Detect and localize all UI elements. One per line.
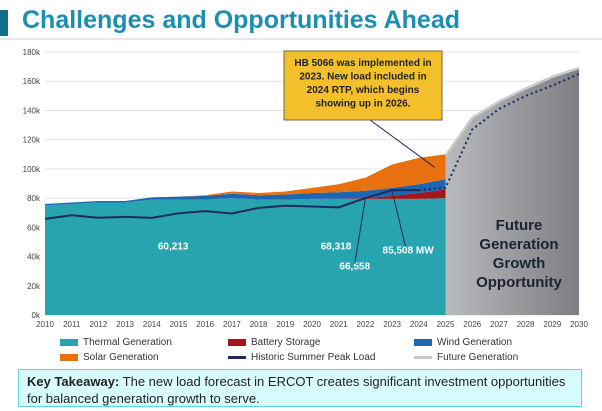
legend-label-thermal: Thermal Generation [83,337,172,348]
data-label: 68,318 [321,241,352,252]
key-takeaway-text: The new load forecast in ERCOT creates s… [27,374,566,406]
callout-text-line: HB 5066 was implemented in [294,58,431,69]
x-tick-label: 2028 [517,320,535,329]
x-tick-label: 2022 [357,320,375,329]
legend-item-thermal: Thermal Generation [60,337,172,348]
x-tick-label: 2023 [383,320,401,329]
x-tick-label: 2014 [143,320,161,329]
future-opportunity-label: Opportunity [476,274,562,291]
x-tick-label: 2017 [223,320,241,329]
legend-item-wind: Wind Generation [414,337,512,348]
series-line-future [444,66,580,157]
y-tick-label: 120k [23,136,41,145]
x-tick-label: 2013 [116,320,134,329]
x-tick-label: 2025 [437,320,455,329]
callout-box [283,50,443,121]
legend-swatch-wind [414,339,432,346]
legend-label-solar: Solar Generation [83,352,159,363]
callout-text-line: 2023. New load included in [299,72,426,83]
future-area [445,68,579,315]
title-accent-bar [0,10,8,36]
generation-chart: 0k 20k 40k 60k 80k 100k 120k 140k 160k 180k 2010 20… [23,48,589,329]
data-label-pointer [354,198,366,264]
x-tick-label: 2018 [250,320,268,329]
x-tick-label: 2010 [36,320,54,329]
legend-item-future: Future Generation [414,352,518,363]
legend-label-battery: Battery Storage [251,337,321,348]
legend-item-solar: Solar Generation [60,352,159,363]
x-tick-label: 2024 [410,320,428,329]
legend-item-peak: Historic Summer Peak Load [228,352,376,363]
x-tick-label: 2019 [276,320,294,329]
legend-swatch-future [414,356,432,359]
x-tick-label: 2027 [490,320,508,329]
key-takeaway-box: Key Takeaway: The new load forecast in E… [18,369,582,407]
page-title: Challenges and Opportunities Ahead [22,6,461,34]
data-label: 85,508 MW [383,246,435,257]
future-opportunity-label: Growth [493,255,546,272]
x-tick-label: 2030 [570,320,588,329]
data-label-pointer [391,190,406,247]
key-takeaway-label: Key Takeaway: [27,374,120,389]
future-opportunity-label: Generation [479,236,558,253]
legend-label-wind: Wind Generation [437,337,513,348]
y-tick-label: 40k [27,253,41,262]
legend-label-future: Future Generation [437,352,519,363]
x-tick-label: 2029 [543,320,561,329]
x-tick-label: 2015 [170,320,188,329]
callout-text-line: showing up in 2026. [315,99,410,110]
data-label: 60,213 [158,241,189,252]
y-tick-label: 80k [27,194,41,203]
data-label: 66,558 [339,262,370,273]
y-tick-label: 100k [23,165,41,174]
x-tick-label: 2021 [330,320,348,329]
area-wind [45,179,446,206]
series-line-peak [44,189,419,220]
x-tick-label: 2011 [63,320,81,329]
future-opportunity-label: Future [496,217,543,234]
y-tick-label: 160k [23,77,41,86]
legend-swatch-battery [228,339,246,346]
y-tick-label: 0k [32,311,41,320]
x-tick-label: 2026 [463,320,481,329]
title-divider [0,38,602,40]
callout-text-line: 2024 RTP, which begins [307,85,420,96]
y-tick-label: 140k [23,106,41,115]
legend-swatch-thermal [60,339,78,346]
area-thermal [45,198,446,315]
legend-label-peak: Historic Summer Peak Load [251,352,376,363]
y-tick-label: 180k [23,48,41,57]
chart-legend: Thermal Generation Battery Storage Wind … [60,335,590,365]
x-tick-label: 2020 [303,320,321,329]
y-tick-label: 60k [27,223,41,232]
callout-pointer [369,119,436,168]
legend-swatch-solar [60,354,78,361]
legend-swatch-peak [228,356,246,359]
area-solar [45,154,446,204]
series-line-peak-projected [418,73,580,192]
legend-item-battery: Battery Storage [228,337,320,348]
y-tick-label: 20k [27,282,41,291]
x-tick-label: 2016 [196,320,214,329]
x-tick-label: 2012 [90,320,108,329]
